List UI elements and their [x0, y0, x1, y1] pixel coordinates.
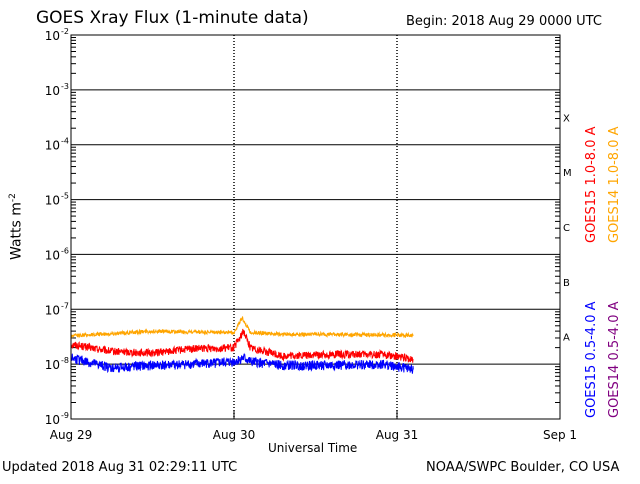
y-tick-exponent: -8	[61, 356, 69, 365]
updated-timestamp: Updated 2018 Aug 31 02:29:11 UTC	[2, 460, 238, 475]
y-tick-exponent: -3	[61, 82, 69, 91]
y-tick-label: 10	[45, 194, 60, 208]
series-line-2	[70, 352, 414, 374]
begin-label: Begin: 2018 Aug 29 0000 UTC	[406, 14, 602, 29]
legend-goes14-long: GOES14 1.0-8.0 A	[607, 126, 622, 243]
y-tick-label: 10	[45, 84, 60, 98]
x-axis-title: Universal Time	[268, 441, 358, 455]
y-tick-exponent: -6	[61, 246, 69, 255]
y-axis-title-text: Watts m	[8, 202, 25, 260]
y-tick-exponent: -7	[61, 301, 69, 310]
y-tick-label: 10	[45, 29, 60, 43]
y-tick-label: 10	[45, 303, 60, 317]
flare-class-label: C	[563, 223, 570, 234]
y-tick-label: 10	[45, 248, 60, 262]
flare-class-label: M	[563, 168, 572, 179]
y-tick-label: 10	[45, 358, 60, 372]
x-tick-label: Aug 29	[50, 428, 93, 442]
x-tick-label: Aug 30	[213, 428, 256, 442]
y-tick-label: 10	[45, 413, 60, 427]
y-tick-exponent: -5	[61, 192, 69, 201]
flare-class-label: B	[563, 278, 570, 289]
chart-title: GOES Xray Flux (1-minute data)	[36, 8, 309, 28]
plot-frame	[70, 34, 561, 420]
x-tick-label: Sep 1	[543, 428, 577, 442]
y-tick-exponent: -9	[61, 411, 69, 420]
x-tick-label: Aug 31	[376, 428, 419, 442]
y-axis-title-exponent: -2	[8, 193, 18, 203]
credit-label: NOAA/SWPC Boulder, CO USA	[426, 460, 620, 475]
legend-goes15-short: GOES15 0.5-4.0 A	[584, 301, 599, 418]
y-tick-exponent: -4	[61, 137, 69, 146]
legend-goes14-short: GOES14 0.5-4.0 A	[607, 301, 622, 418]
y-tick-exponent: -2	[61, 27, 69, 36]
legend-goes15-long: GOES15 1.0-8.0 A	[584, 126, 599, 243]
y-axis-title: Watts m-2	[8, 193, 25, 260]
flare-class-label: X	[563, 113, 570, 124]
series-line-1	[70, 316, 414, 339]
y-tick-label: 10	[45, 139, 60, 153]
flare-class-label: A	[563, 333, 570, 344]
series-line-0	[70, 328, 414, 363]
